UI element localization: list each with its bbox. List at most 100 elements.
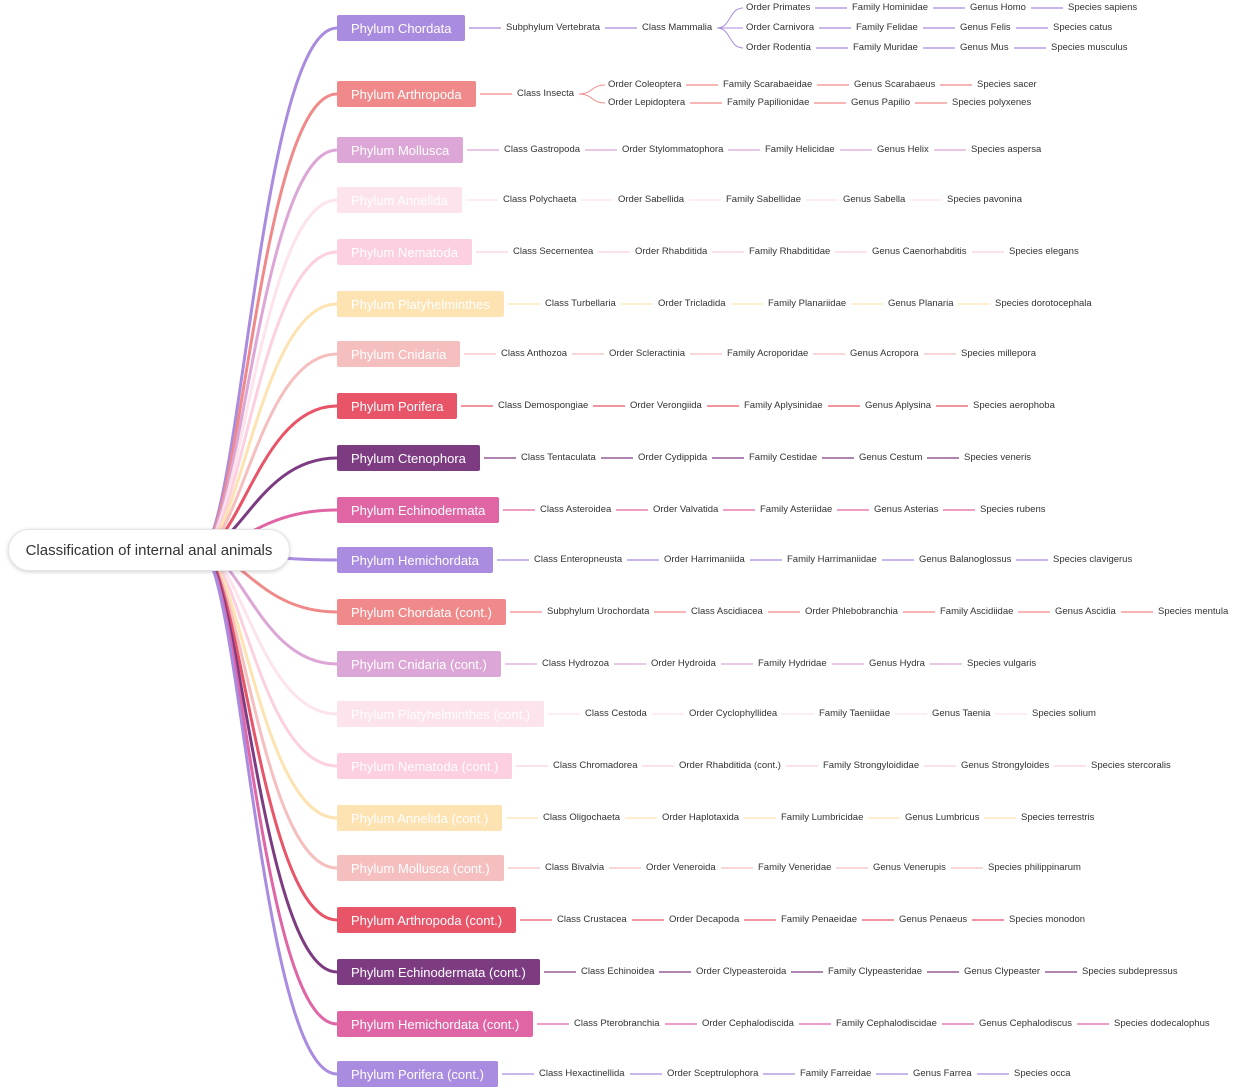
- taxon-node[interactable]: Family Ascidiidae: [939, 606, 1015, 618]
- taxon-node[interactable]: Order Lepidoptera: [607, 97, 687, 109]
- taxon-node[interactable]: Species sapiens: [1067, 2, 1139, 14]
- taxon-node[interactable]: Species vulgaris: [966, 658, 1038, 670]
- taxon-node[interactable]: Order Decapoda: [668, 914, 741, 926]
- taxon-node[interactable]: Order Sceptrulophora: [666, 1068, 760, 1080]
- taxon-node[interactable]: Order Veneroida: [645, 862, 717, 874]
- taxon-node[interactable]: Genus Cestum: [858, 452, 924, 464]
- taxon-node[interactable]: Genus Taenia: [931, 708, 992, 720]
- taxon-node[interactable]: Family Penaeidae: [780, 914, 859, 926]
- taxon-node[interactable]: Order Cydippida: [637, 452, 709, 464]
- taxon-node[interactable]: Order Carnivora: [745, 22, 816, 34]
- phylum-node[interactable]: Phylum Cnidaria: [337, 341, 461, 367]
- taxon-node[interactable]: Species aerophoba: [972, 400, 1056, 412]
- taxon-node[interactable]: Genus Ascidia: [1054, 606, 1117, 618]
- taxon-node[interactable]: Species dodecalophus: [1113, 1018, 1211, 1030]
- taxon-node[interactable]: Family Planariidae: [767, 298, 848, 310]
- taxon-node[interactable]: Class Asteroidea: [539, 504, 613, 516]
- taxon-node[interactable]: Order Tricladida: [657, 298, 727, 310]
- phylum-node[interactable]: Phylum Platyhelminthes: [337, 291, 504, 317]
- taxon-node[interactable]: Class Hydrozoa: [541, 658, 611, 670]
- taxon-node[interactable]: Species mentula: [1157, 606, 1230, 618]
- taxon-node[interactable]: Order Clypeasteroida: [695, 966, 788, 978]
- taxon-node[interactable]: Genus Mus: [959, 42, 1010, 54]
- taxon-node[interactable]: Order Harrimaniida: [663, 554, 746, 566]
- taxon-node[interactable]: Genus Venerupis: [872, 862, 947, 874]
- taxon-node[interactable]: Class Demospongiae: [497, 400, 590, 412]
- phylum-node[interactable]: Phylum Ctenophora: [337, 445, 480, 471]
- taxon-node[interactable]: Order Verongiida: [629, 400, 703, 412]
- taxon-node[interactable]: Genus Clypeaster: [963, 966, 1042, 978]
- phylum-node[interactable]: Phylum Annelida (cont.): [337, 805, 503, 831]
- taxon-node[interactable]: Order Rhabditida (cont.): [678, 760, 782, 772]
- taxon-node[interactable]: Species sacer: [976, 79, 1038, 91]
- taxon-node[interactable]: Family Clypeasteridae: [827, 966, 923, 978]
- taxon-node[interactable]: Species philippinarum: [987, 862, 1082, 874]
- taxon-node[interactable]: Species stercoralis: [1090, 760, 1172, 772]
- phylum-node[interactable]: Phylum Mollusca: [337, 137, 464, 163]
- phylum-node[interactable]: Phylum Hemichordata: [337, 547, 493, 573]
- taxon-node[interactable]: Order Valvatida: [652, 504, 720, 516]
- phylum-node[interactable]: Phylum Echinodermata: [337, 497, 500, 523]
- taxon-node[interactable]: Subphylum Vertebrata: [505, 22, 602, 34]
- taxon-node[interactable]: Genus Strongyloides: [960, 760, 1051, 772]
- taxon-node[interactable]: Genus Felis: [959, 22, 1012, 34]
- taxon-node[interactable]: Class Echinoidea: [580, 966, 656, 978]
- taxon-node[interactable]: Species solium: [1031, 708, 1097, 720]
- phylum-node[interactable]: Phylum Chordata: [337, 15, 466, 41]
- phylum-node[interactable]: Phylum Annelida: [337, 187, 462, 213]
- phylum-node[interactable]: Phylum Nematoda (cont.): [337, 753, 513, 779]
- taxon-node[interactable]: Genus Hydra: [868, 658, 926, 670]
- taxon-node[interactable]: Family Harrimaniidae: [786, 554, 878, 566]
- taxon-node[interactable]: Subphylum Urochordata: [546, 606, 651, 618]
- taxon-node[interactable]: Family Aplysinidae: [743, 400, 824, 412]
- taxon-node[interactable]: Species dorotocephala: [994, 298, 1093, 310]
- taxon-node[interactable]: Order Rodentia: [745, 42, 812, 54]
- phylum-node[interactable]: Phylum Arthropoda (cont.): [337, 907, 517, 933]
- taxon-node[interactable]: Genus Sabella: [842, 194, 907, 206]
- taxon-node[interactable]: Family Asteriidae: [759, 504, 834, 516]
- taxon-node[interactable]: Family Rhabditidae: [748, 246, 832, 258]
- taxon-node[interactable]: Order Hydroida: [650, 658, 717, 670]
- taxon-node[interactable]: Class Ascidiacea: [690, 606, 764, 618]
- taxon-node[interactable]: Species pavonina: [946, 194, 1023, 206]
- taxon-node[interactable]: Class Turbellaria: [544, 298, 617, 310]
- taxon-node[interactable]: Family Cestidae: [748, 452, 819, 464]
- taxon-node[interactable]: Family Muridae: [852, 42, 919, 54]
- taxon-node[interactable]: Order Phlebobranchia: [804, 606, 899, 618]
- taxon-node[interactable]: Species aspersa: [970, 144, 1043, 156]
- taxon-node[interactable]: Genus Cephalodiscus: [978, 1018, 1073, 1030]
- taxon-node[interactable]: Order Cyclophyllidea: [688, 708, 779, 720]
- taxon-node[interactable]: Genus Aplysina: [864, 400, 933, 412]
- taxon-node[interactable]: Class Gastropoda: [503, 144, 582, 156]
- taxon-node[interactable]: Species terrestris: [1020, 812, 1096, 824]
- taxon-node[interactable]: Family Hydridae: [757, 658, 828, 670]
- taxon-node[interactable]: Family Farreidae: [799, 1068, 873, 1080]
- taxon-node[interactable]: Species millepora: [960, 348, 1037, 360]
- taxon-node[interactable]: Family Papilionidae: [726, 97, 811, 109]
- phylum-node[interactable]: Phylum Mollusca (cont.): [337, 855, 504, 881]
- taxon-node[interactable]: Family Helicidae: [764, 144, 836, 156]
- taxon-node[interactable]: Genus Scarabaeus: [853, 79, 937, 91]
- taxon-node[interactable]: Class Insecta: [516, 88, 576, 100]
- taxon-node[interactable]: Species rubens: [979, 504, 1047, 516]
- phylum-node[interactable]: Phylum Porifera (cont.): [337, 1061, 498, 1087]
- phylum-node[interactable]: Phylum Nematoda: [337, 239, 472, 265]
- taxon-node[interactable]: Family Strongyloididae: [822, 760, 921, 772]
- taxon-node[interactable]: Genus Lumbricus: [904, 812, 981, 824]
- taxon-node[interactable]: Genus Helix: [876, 144, 930, 156]
- taxon-node[interactable]: Order Sabellida: [617, 194, 686, 206]
- taxon-node[interactable]: Class Crustacea: [556, 914, 628, 926]
- phylum-node[interactable]: Phylum Porifera: [337, 393, 458, 419]
- taxon-node[interactable]: Genus Homo: [969, 2, 1027, 14]
- taxon-node[interactable]: Class Pterobranchia: [573, 1018, 661, 1030]
- taxon-node[interactable]: Order Primates: [745, 2, 812, 14]
- taxon-node[interactable]: Family Acroporidae: [726, 348, 810, 360]
- taxon-node[interactable]: Class Tentaculata: [520, 452, 597, 464]
- taxon-node[interactable]: Class Mammalia: [641, 22, 714, 34]
- taxon-node[interactable]: Family Taeniidae: [818, 708, 892, 720]
- taxon-node[interactable]: Order Coleoptera: [607, 79, 683, 91]
- taxon-node[interactable]: Order Stylommatophora: [621, 144, 725, 156]
- taxon-node[interactable]: Class Secernentea: [512, 246, 595, 258]
- taxon-node[interactable]: Species veneris: [963, 452, 1033, 464]
- phylum-node[interactable]: Phylum Arthropoda: [337, 81, 476, 107]
